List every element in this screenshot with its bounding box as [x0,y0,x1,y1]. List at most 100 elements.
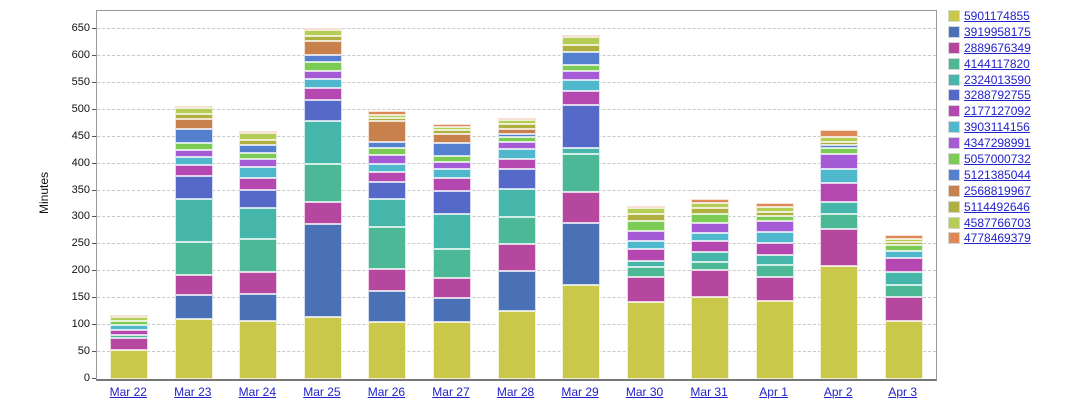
bar-segment[interactable] [562,65,601,72]
bar-segment[interactable] [562,192,601,223]
bar-segment[interactable] [626,241,665,249]
bar-segment[interactable] [562,222,601,285]
bar-segment[interactable] [174,241,213,276]
bar-segment[interactable] [174,142,213,151]
bar-segment[interactable] [174,128,213,143]
bar-segment[interactable] [497,134,536,138]
bar-segment[interactable] [755,301,794,379]
bar-segment[interactable] [368,322,407,379]
bar-segment[interactable] [562,153,601,193]
bar-segment[interactable] [884,238,923,243]
bar-segment[interactable] [432,133,471,143]
bar-segment[interactable] [497,124,536,130]
x-axis-label[interactable]: Apr 1 [759,385,788,399]
bar-segment[interactable] [432,127,471,131]
bar-segment[interactable] [110,335,149,338]
bar-segment[interactable] [174,156,213,165]
legend-label[interactable]: 3919958175 [964,24,1031,39]
bar-segment[interactable] [110,349,149,379]
bar-segment[interactable] [497,148,536,159]
bar-segment[interactable] [303,30,342,37]
bar-segment[interactable] [691,241,730,252]
bar-segment[interactable] [497,169,536,189]
x-axis-label[interactable]: Mar 29 [561,385,599,399]
bar-segment[interactable] [497,188,536,218]
bar-segment[interactable] [174,295,213,320]
bar-segment[interactable] [562,44,601,53]
bar-segment[interactable] [691,198,730,203]
bar-segment[interactable] [755,255,794,266]
bar-segment[interactable] [562,284,601,379]
x-axis-label[interactable]: Mar 23 [174,385,212,399]
bar-segment[interactable] [691,213,730,223]
bar-segment[interactable] [239,166,278,178]
bar-segment[interactable] [432,168,471,178]
bar-segment[interactable] [239,177,278,190]
bar-segment[interactable] [368,121,407,142]
bar-segment[interactable] [497,158,536,170]
bar-segment[interactable] [691,261,730,271]
bar-segment[interactable] [239,189,278,209]
bar-segment[interactable] [884,244,923,252]
bar-segment[interactable] [691,270,730,297]
bar-segment[interactable] [303,202,342,225]
bar-segment[interactable] [820,130,859,138]
bar-segment[interactable] [239,132,278,140]
bar-segment[interactable] [884,271,923,285]
bar-segment[interactable] [368,290,407,323]
bar-segment[interactable] [368,181,407,199]
bar-segment[interactable] [884,251,923,258]
legend-label[interactable]: 4587766703 [964,215,1031,230]
bar-segment[interactable] [174,113,213,120]
bar-segment[interactable] [432,322,471,379]
bar-segment[interactable] [755,221,794,232]
bar-segment[interactable] [755,243,794,256]
bar-segment[interactable] [432,142,471,157]
bar-segment[interactable] [239,239,278,272]
bar-segment[interactable] [562,104,601,148]
bar-segment[interactable] [239,271,278,294]
bar-segment[interactable] [368,141,407,149]
bar-segment[interactable] [691,207,730,214]
bar-segment[interactable] [497,243,536,271]
bar-segment[interactable] [626,248,665,261]
legend-label[interactable]: 5114492646 [964,199,1030,214]
bar-segment[interactable] [239,159,278,167]
bar-segment[interactable] [368,226,407,270]
bar-segment[interactable] [884,297,923,322]
bar-segment[interactable] [174,119,213,129]
bar-segment[interactable] [626,302,665,379]
bar-segment[interactable] [239,139,278,145]
bar-segment[interactable] [432,297,471,323]
legend-label[interactable]: 4347298991 [964,136,1031,151]
bar-segment[interactable] [691,296,730,379]
x-axis-label[interactable]: Mar 30 [625,385,664,399]
x-axis-label[interactable]: Mar 31 [690,385,728,399]
bar-segment[interactable] [303,317,342,379]
bar-segment[interactable] [820,145,859,148]
x-axis-label[interactable]: Apr 3 [888,385,918,399]
bar-segment[interactable] [626,277,665,302]
bar-segment[interactable] [432,277,471,298]
bar-segment[interactable] [497,310,536,379]
legend-label[interactable]: 2568819967 [964,183,1031,198]
bar-segment[interactable] [368,269,407,291]
bar-segment[interactable] [432,214,471,250]
bar-segment[interactable] [432,249,471,278]
bar-segment[interactable] [303,224,342,318]
bar-segment[interactable] [432,177,471,192]
bar-segment[interactable] [303,36,342,42]
bar-segment[interactable] [303,28,342,31]
bar-segment[interactable] [174,106,213,109]
bar-segment[interactable] [239,208,278,240]
bar-segment[interactable] [626,260,665,268]
bar-segment[interactable] [303,41,342,55]
bar-segment[interactable] [368,155,407,164]
bar-segment[interactable] [110,337,149,350]
bar-segment[interactable] [497,217,536,244]
bar-segment[interactable] [820,141,859,146]
x-axis-label[interactable]: Mar 22 [109,385,147,399]
x-axis-label[interactable]: Mar 28 [496,385,535,399]
bar-segment[interactable] [432,156,471,163]
bar-segment[interactable] [562,52,601,66]
